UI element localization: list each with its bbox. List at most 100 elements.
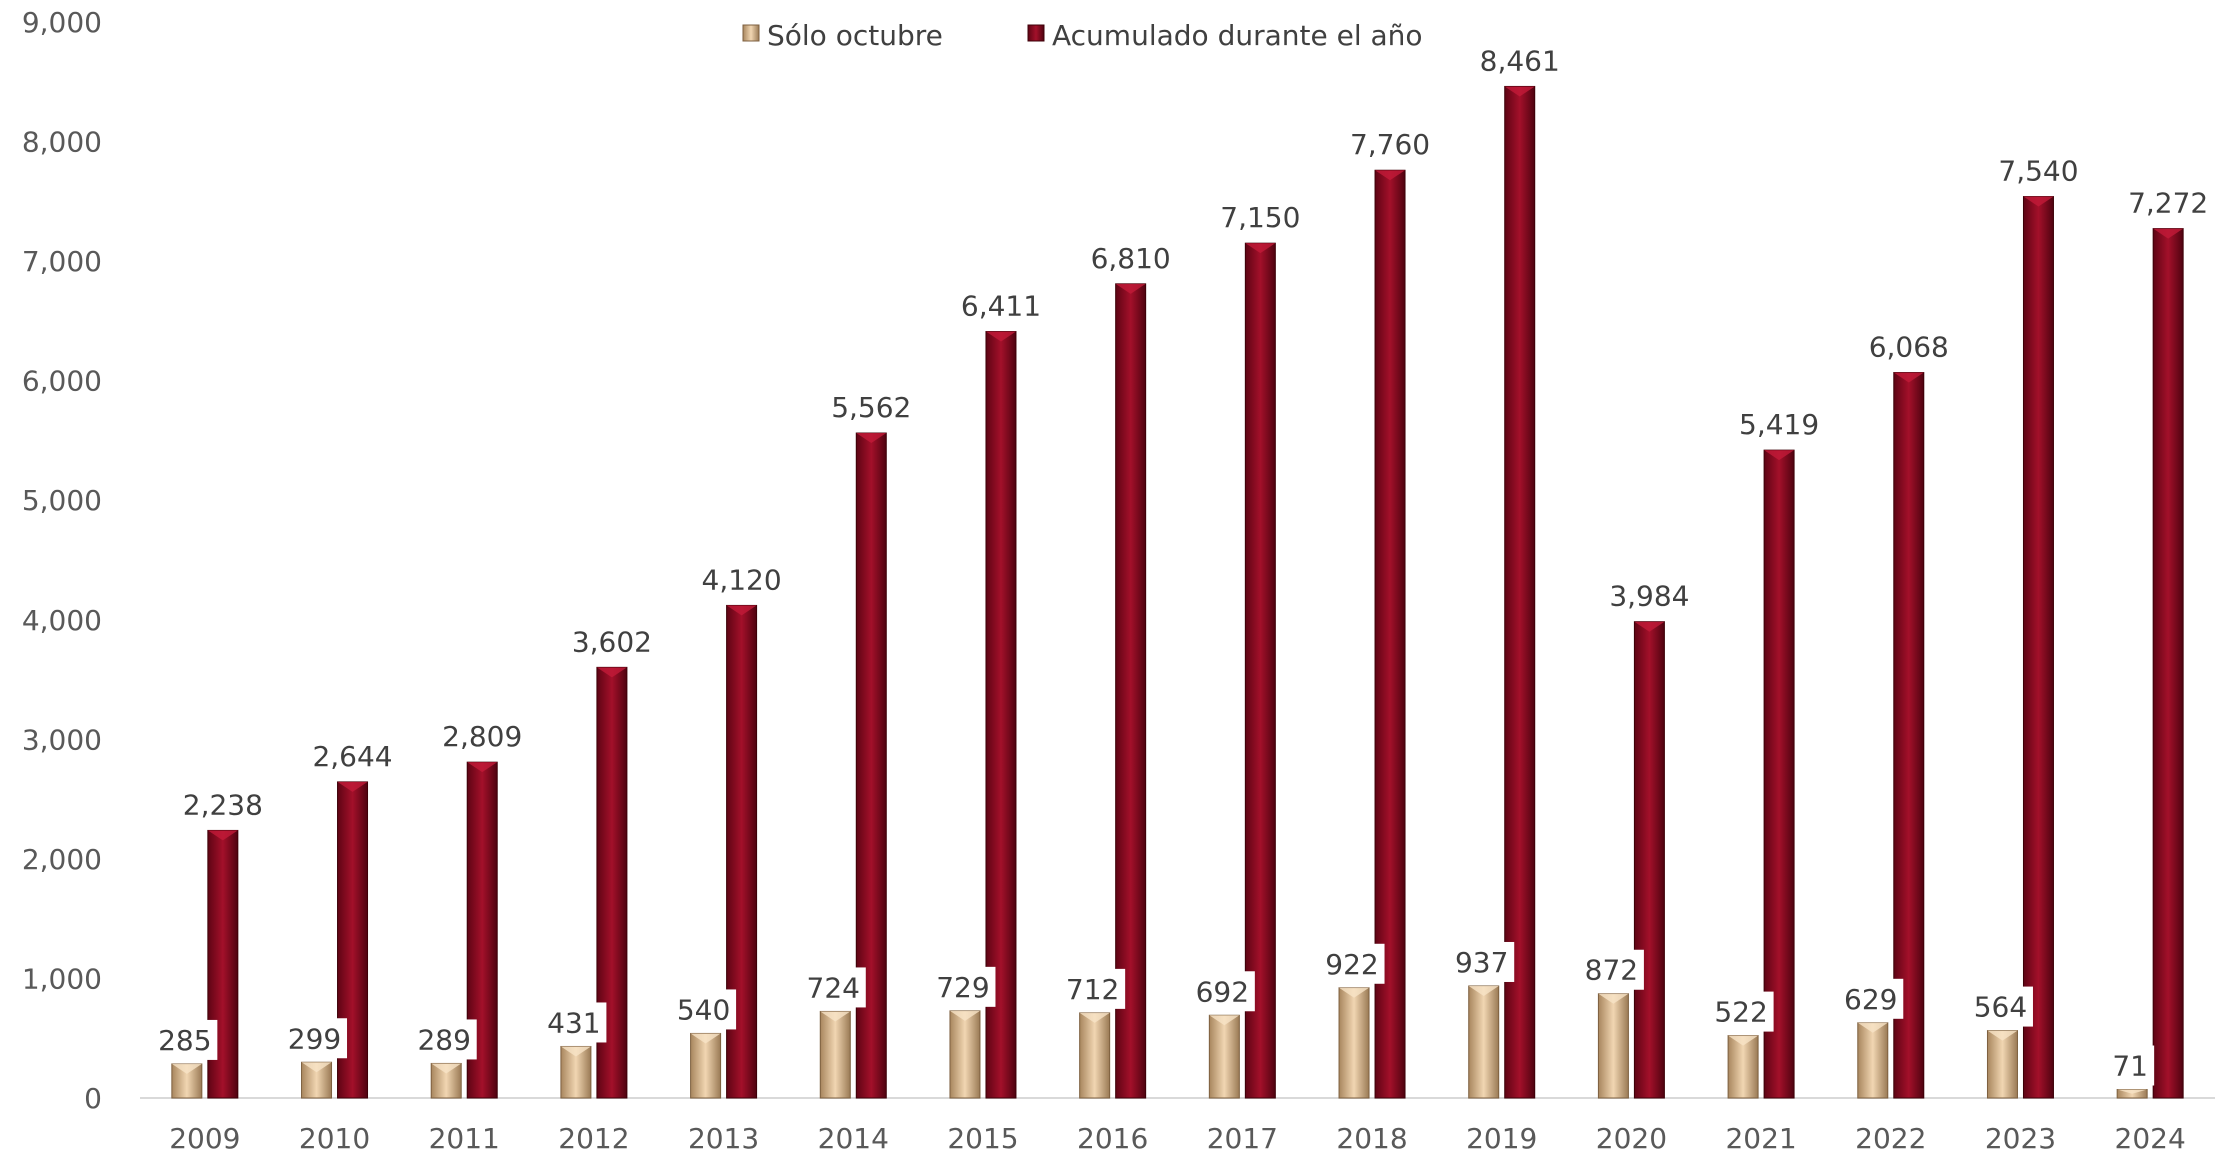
bar-acumulado bbox=[1633, 621, 1665, 1099]
bar-solo-octubre bbox=[560, 1045, 592, 1099]
bar-solo-octubre bbox=[430, 1062, 462, 1099]
x-tick-label: 2023 bbox=[1985, 1122, 2056, 1153]
data-label-acumulado: 4,120 bbox=[702, 563, 782, 596]
svg-text:937: 937 bbox=[1455, 946, 1508, 979]
data-label-acumulado: 5,562 bbox=[831, 391, 911, 424]
bar-solo-octubre bbox=[1597, 993, 1629, 1099]
svg-text:872: 872 bbox=[1585, 954, 1638, 987]
svg-text:922: 922 bbox=[1325, 948, 1378, 981]
bar-acumulado bbox=[596, 666, 628, 1099]
x-tick-label: 2012 bbox=[558, 1122, 629, 1153]
bar-solo-octubre bbox=[1857, 1022, 1889, 1099]
x-tick-label: 2011 bbox=[429, 1122, 500, 1153]
x-tick-label: 2010 bbox=[299, 1122, 370, 1153]
bar-acumulado bbox=[1763, 449, 1795, 1099]
legend: Sólo octubre Acumulado durante el año bbox=[742, 19, 1423, 52]
y-tick-label: 0 bbox=[84, 1082, 102, 1115]
data-label-solo-octubre: 724 bbox=[800, 967, 866, 1008]
svg-text:724: 724 bbox=[807, 971, 860, 1004]
svg-text:729: 729 bbox=[936, 971, 989, 1004]
data-label-solo-octubre: 692 bbox=[1189, 971, 1255, 1012]
legend-swatch bbox=[742, 24, 760, 42]
bar-solo-octubre bbox=[1468, 985, 1500, 1099]
x-tick-label: 2017 bbox=[1207, 1122, 1278, 1153]
bar-acumulado bbox=[1893, 372, 1925, 1099]
data-label-acumulado: 7,540 bbox=[1998, 155, 2078, 188]
x-tick-label: 2016 bbox=[1077, 1122, 1148, 1153]
data-label-solo-octubre: 285 bbox=[152, 1019, 218, 1060]
bar-solo-octubre bbox=[1338, 987, 1370, 1099]
data-label-solo-octubre: 71 bbox=[2106, 1045, 2155, 1086]
bar-solo-octubre bbox=[819, 1010, 851, 1099]
bar-solo-octubre bbox=[1208, 1014, 1240, 1099]
y-tick-label: 6,000 bbox=[22, 365, 102, 398]
x-tick-label: 2022 bbox=[1855, 1122, 1926, 1153]
bar-acumulado bbox=[1244, 242, 1276, 1099]
x-tick-label: 2013 bbox=[688, 1122, 759, 1153]
x-tick-label: 2014 bbox=[818, 1122, 889, 1153]
bar-solo-octubre bbox=[1727, 1035, 1759, 1099]
data-label-solo-octubre: 712 bbox=[1060, 968, 1126, 1009]
data-label-acumulado: 7,272 bbox=[2128, 187, 2208, 220]
svg-text:71: 71 bbox=[2112, 1050, 2148, 1083]
data-label-solo-octubre: 922 bbox=[1319, 943, 1385, 984]
legend-swatch bbox=[1027, 24, 1045, 42]
y-tick-label: 7,000 bbox=[22, 245, 102, 278]
y-tick-label: 5,000 bbox=[22, 484, 102, 517]
data-label-acumulado: 8,461 bbox=[1480, 44, 1560, 77]
data-label-acumulado: 6,411 bbox=[961, 290, 1041, 323]
x-tick-label: 2009 bbox=[169, 1122, 240, 1153]
bar-solo-octubre bbox=[949, 1010, 981, 1099]
data-label-solo-octubre: 629 bbox=[1838, 978, 1904, 1019]
bar-solo-octubre bbox=[1986, 1030, 2018, 1099]
bar-acumulado bbox=[2022, 196, 2054, 1099]
x-tick-label: 2019 bbox=[1466, 1122, 1537, 1153]
svg-text:692: 692 bbox=[1196, 975, 1249, 1008]
bar-solo-octubre bbox=[301, 1061, 333, 1099]
bar-solo-octubre bbox=[2116, 1089, 2148, 1099]
data-label-solo-octubre: 289 bbox=[411, 1019, 477, 1060]
svg-text:540: 540 bbox=[677, 993, 730, 1026]
data-label-solo-octubre: 522 bbox=[1708, 991, 1774, 1032]
bar-acumulado bbox=[1504, 85, 1536, 1099]
legend-label: Acumulado durante el año bbox=[1052, 19, 1423, 52]
svg-text:712: 712 bbox=[1066, 973, 1119, 1006]
svg-text:289: 289 bbox=[417, 1023, 470, 1056]
legend-item-solo-octubre: Sólo octubre bbox=[742, 19, 943, 52]
y-tick-label: 2,000 bbox=[22, 843, 102, 876]
legend-item-acumulado: Acumulado durante el año bbox=[1027, 19, 1423, 52]
data-label-acumulado: 2,809 bbox=[442, 720, 522, 753]
data-label-acumulado: 2,644 bbox=[312, 740, 392, 773]
data-label-solo-octubre: 299 bbox=[282, 1018, 348, 1059]
data-label-solo-octubre: 937 bbox=[1449, 941, 1515, 982]
svg-text:564: 564 bbox=[1974, 991, 2027, 1024]
y-tick-label: 4,000 bbox=[22, 604, 102, 637]
data-label-solo-octubre: 431 bbox=[541, 1002, 607, 1043]
bar-acumulado bbox=[1374, 169, 1406, 1099]
x-tick-label: 2018 bbox=[1336, 1122, 1407, 1153]
data-label-acumulado: 6,068 bbox=[1869, 331, 1949, 364]
data-label-solo-octubre: 564 bbox=[1967, 986, 2033, 1027]
data-label-acumulado: 3,984 bbox=[1609, 580, 1689, 613]
y-tick-label: 8,000 bbox=[22, 126, 102, 159]
y-tick-label: 9,000 bbox=[22, 6, 102, 39]
data-label-acumulado: 2,238 bbox=[183, 788, 263, 821]
data-label-solo-octubre: 540 bbox=[671, 989, 737, 1030]
data-label-acumulado: 7,150 bbox=[1220, 201, 1300, 234]
data-label-solo-octubre: 872 bbox=[1578, 949, 1644, 990]
svg-text:522: 522 bbox=[1714, 996, 1767, 1029]
data-labels-layer: 285 299 289 431 540 724 729 712 692 922 937 872 522 6… bbox=[152, 44, 2208, 1086]
bar-solo-octubre bbox=[171, 1063, 203, 1099]
svg-text:299: 299 bbox=[288, 1022, 341, 1055]
x-tick-label: 2015 bbox=[947, 1122, 1018, 1153]
data-label-acumulado: 7,760 bbox=[1350, 128, 1430, 161]
bar-solo-octubre bbox=[1079, 1012, 1111, 1099]
y-tick-label: 1,000 bbox=[22, 962, 102, 995]
bars-layer bbox=[171, 85, 2184, 1099]
svg-text:285: 285 bbox=[158, 1024, 211, 1057]
legend-label: Sólo octubre bbox=[767, 19, 943, 52]
y-tick-label: 3,000 bbox=[22, 723, 102, 756]
bar-solo-octubre bbox=[690, 1032, 722, 1099]
bar-acumulado bbox=[2152, 228, 2184, 1099]
